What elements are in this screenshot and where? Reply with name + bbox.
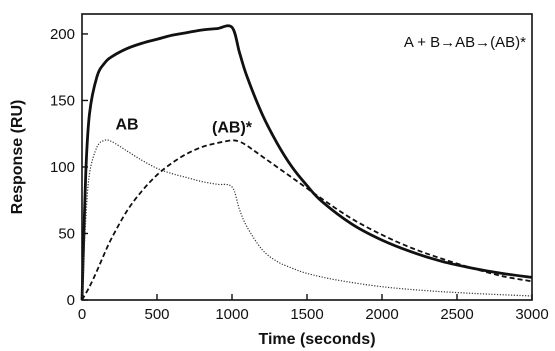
x-tick-label: 2000 (365, 306, 398, 323)
y-tick-label: 100 (50, 159, 75, 176)
annotation-ab: AB (115, 117, 138, 134)
x-tick-label: 500 (144, 306, 169, 323)
y-tick-label: 200 (50, 26, 75, 43)
x-tick-label: 3000 (515, 306, 548, 323)
series-line-ab (81, 139, 533, 301)
y-tick-label: 0 (67, 292, 75, 309)
plot-area (80, 24, 533, 301)
series-line-ab (81, 139, 533, 301)
y-tick-label: 150 (50, 92, 75, 109)
plot-frame (81, 13, 533, 301)
x-tick-label: 0 (78, 306, 86, 323)
x-tick-label: 1000 (215, 306, 248, 323)
annotation-ab-star: (AB)* (212, 119, 253, 136)
y-tick-label: 50 (58, 225, 75, 242)
x-axis-title: Time (seconds) (258, 331, 375, 348)
x-tick-label: 1500 (290, 306, 323, 323)
axes: 0 500 1000 1500 2000 2500 3000 0 50 100 150 200 (50, 13, 549, 323)
y-axis-title: Response (RU) (9, 100, 26, 215)
x-tick-label: 2500 (440, 306, 473, 323)
reaction-equation: A + B→AB→(AB)* (404, 34, 526, 51)
series-line-total (80, 24, 533, 301)
